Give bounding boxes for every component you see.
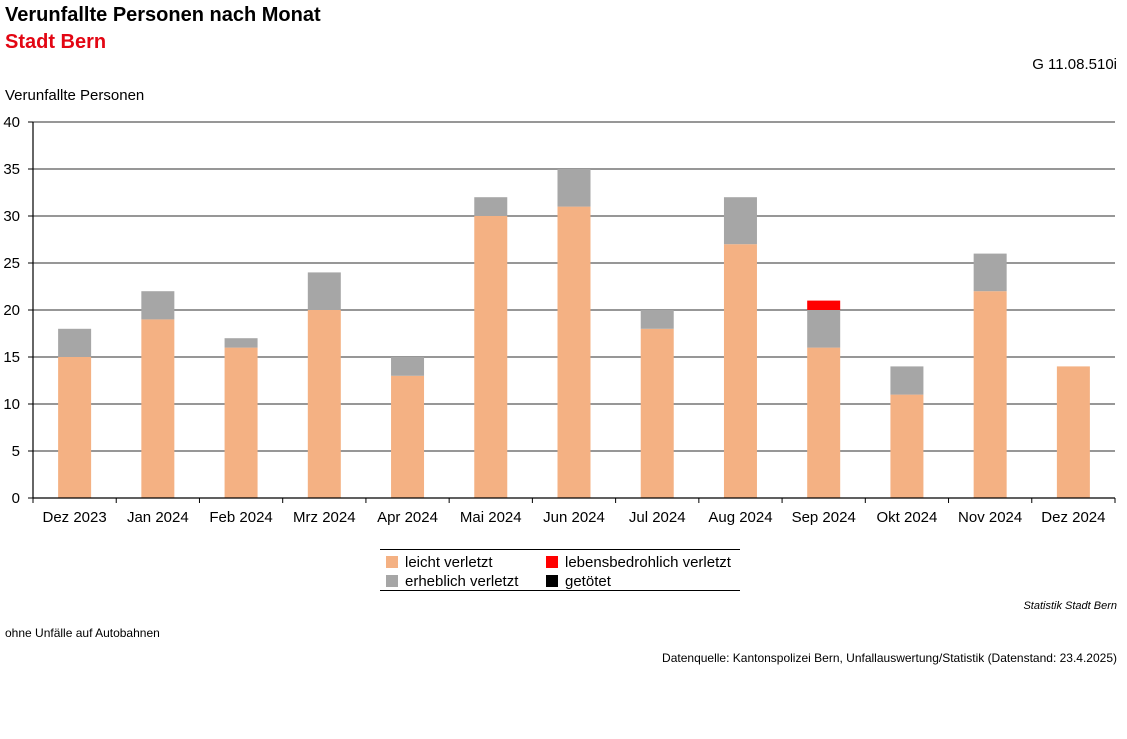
y-tick-label: 30 bbox=[3, 208, 20, 225]
y-axis-label: Verunfallte Personen bbox=[5, 87, 145, 104]
bar-segment-lebensbedrohlich bbox=[807, 300, 841, 310]
legend-swatch-leicht bbox=[386, 556, 398, 568]
bar-segment-leicht bbox=[723, 244, 757, 498]
legend-label-lebensbedrohlich: lebensbedrohlich verletzt bbox=[565, 553, 731, 571]
bar-segment-erheblich bbox=[474, 197, 508, 216]
y-tick-label: 0 bbox=[12, 490, 20, 507]
legend-item-lebensbedrohlich: lebensbedrohlich verletzt bbox=[546, 553, 731, 571]
bar-segment-leicht bbox=[391, 375, 425, 498]
legend: leicht verletzt erheblich verletzt leben… bbox=[380, 549, 740, 591]
data-source: Datenquelle: Kantonspolizei Bern, Unfall… bbox=[662, 651, 1117, 665]
y-tick-label: 5 bbox=[12, 443, 20, 460]
bar-segment-erheblich bbox=[557, 169, 591, 207]
x-tick-label: Mrz 2024 bbox=[293, 509, 356, 526]
bar-segment-erheblich bbox=[58, 328, 92, 357]
legend-label-erheblich: erheblich verletzt bbox=[405, 572, 519, 590]
x-tick-label: Dez 2024 bbox=[1041, 509, 1105, 526]
legend-swatch-lebensbedrohlich bbox=[546, 556, 558, 568]
x-tick-label: Apr 2024 bbox=[377, 509, 438, 526]
y-tick-label: 35 bbox=[3, 161, 20, 178]
x-tick-label: Nov 2024 bbox=[958, 509, 1022, 526]
chart-subtitle: Stadt Bern bbox=[5, 31, 107, 53]
bar-segment-erheblich bbox=[723, 197, 757, 245]
bar-segment-leicht bbox=[58, 357, 92, 498]
bar-segment-leicht bbox=[973, 291, 1007, 498]
bar-segment-leicht bbox=[224, 347, 258, 498]
source-organization: Statistik Stadt Bern bbox=[1023, 600, 1117, 612]
bar-segment-leicht bbox=[1056, 366, 1090, 498]
bar-segment-erheblich bbox=[141, 291, 175, 320]
bar-segment-leicht bbox=[474, 216, 508, 498]
legend-item-leicht: leicht verletzt bbox=[386, 553, 493, 571]
legend-swatch-getoetet bbox=[546, 575, 558, 587]
bar-segment-leicht bbox=[307, 310, 341, 498]
bar-segment-erheblich bbox=[973, 253, 1007, 292]
y-tick-label: 20 bbox=[3, 302, 20, 319]
y-tick-label: 15 bbox=[3, 349, 20, 366]
bar-segment-leicht bbox=[807, 347, 841, 498]
y-tick-label: 25 bbox=[3, 255, 20, 272]
bar-segment-leicht bbox=[557, 206, 591, 498]
x-tick-label: Jun 2024 bbox=[543, 509, 605, 526]
x-tick-label: Sep 2024 bbox=[792, 509, 856, 526]
legend-label-leicht: leicht verletzt bbox=[405, 553, 493, 571]
legend-item-getoetet: getötet bbox=[546, 572, 611, 590]
chart-title: Verunfallte Personen nach Monat bbox=[5, 4, 321, 26]
x-tick-label: Feb 2024 bbox=[209, 509, 272, 526]
y-tick-label: 40 bbox=[3, 114, 20, 131]
y-tick-label: 10 bbox=[3, 396, 20, 413]
bar-segment-erheblich bbox=[640, 310, 674, 329]
legend-label-getoetet: getötet bbox=[565, 572, 611, 590]
legend-swatch-erheblich bbox=[386, 575, 398, 587]
bar-segment-erheblich bbox=[307, 272, 341, 310]
x-tick-label: Jul 2024 bbox=[629, 509, 686, 526]
bar-segment-erheblich bbox=[890, 366, 924, 395]
x-tick-label: Okt 2024 bbox=[876, 509, 937, 526]
footnote: ohne Unfälle auf Autobahnen bbox=[5, 626, 160, 640]
bar-segment-leicht bbox=[640, 328, 674, 498]
chart-code: G 11.08.510i bbox=[1032, 56, 1117, 73]
bar-chart: 0 5 10 15 20 25 30 35 40 Dez 2023 Jan 2024 Feb 2024… bbox=[3, 114, 1116, 526]
x-tick-label: Jan 2024 bbox=[127, 509, 189, 526]
x-tick-label: Aug 2024 bbox=[708, 509, 772, 526]
bar-segment-erheblich bbox=[224, 338, 258, 348]
bar-segment-leicht bbox=[890, 394, 924, 498]
bar-segment-erheblich bbox=[807, 310, 841, 348]
x-tick-label: Dez 2023 bbox=[43, 509, 107, 526]
bar-segment-erheblich bbox=[391, 357, 425, 376]
legend-item-erheblich: erheblich verletzt bbox=[386, 572, 518, 590]
bar-segment-leicht bbox=[141, 319, 175, 498]
x-tick-label: Mai 2024 bbox=[460, 509, 522, 526]
